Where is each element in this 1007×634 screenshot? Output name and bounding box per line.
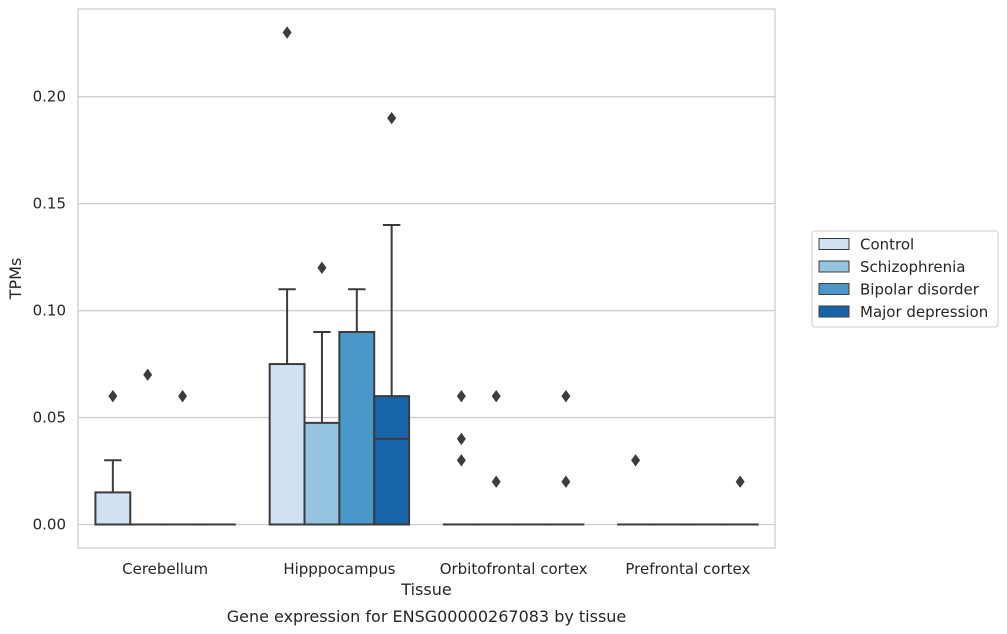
x-tick-labels: Cerebellum Hipppocampus Orbitofrontal cort…: [122, 560, 750, 578]
legend-label: Control: [860, 236, 914, 254]
y-tick-label: 0.00: [33, 515, 66, 533]
boxplot-box: [338, 288, 376, 526]
box-body: [338, 330, 376, 526]
outlier-point: [561, 475, 571, 488]
x-tick-label: Cerebellum: [122, 560, 208, 578]
box-group: [617, 454, 759, 526]
outlier-point: [735, 475, 745, 488]
outlier-point: [387, 111, 397, 125]
y-tick-label: 0.05: [33, 409, 66, 427]
legend-item: Control: [818, 236, 914, 254]
box-body: [373, 395, 411, 526]
box-group: [268, 26, 411, 526]
x-tick-label: Prefrontal cortex: [625, 560, 750, 578]
outlier-point: [317, 261, 327, 274]
box-group: [94, 368, 236, 526]
outlier-point: [178, 389, 188, 403]
y-axis-label: TPMs: [6, 258, 25, 301]
y-tick-label: 0.20: [33, 88, 66, 106]
outlier-point: [143, 368, 153, 381]
legend-frame: [811, 230, 999, 328]
x-axis-label: Tissue: [400, 580, 451, 599]
legend-label: Major depression: [860, 303, 988, 321]
outlier-point: [491, 389, 501, 403]
outlier-point: [561, 389, 571, 403]
legend-item: Bipolar disorder: [818, 281, 980, 299]
box-body: [303, 421, 341, 526]
boxplot-box: [547, 389, 585, 526]
boxplot-box: [268, 26, 306, 526]
box-groups: [94, 26, 759, 526]
x-tick-label: Hipppocampus: [283, 560, 395, 578]
chart-caption: Gene expression for ENSG00000267083 by t…: [227, 607, 627, 626]
legend: Control Schizophrenia Bipolar disorder Majo…: [811, 230, 999, 328]
legend-swatch: [818, 305, 850, 318]
y-tick-label: 0.10: [33, 302, 66, 320]
legend-swatch: [818, 283, 850, 295]
box-body: [268, 363, 306, 526]
outlier-point: [108, 389, 118, 403]
outlier-point: [456, 389, 466, 403]
plot-frame: [77, 8, 776, 549]
legend-label: Bipolar disorder: [860, 281, 980, 299]
outlier-point: [282, 26, 292, 39]
y-tick-label: 0.15: [33, 195, 66, 213]
legend-swatch: [818, 260, 850, 273]
legend-label: Schizophrenia: [860, 258, 965, 276]
outlier-point: [456, 432, 466, 446]
legend-swatch: [818, 238, 850, 250]
y-tick-labels: 0.00 0.05 0.10 0.15 0.20: [33, 88, 66, 534]
outlier-point: [456, 454, 466, 467]
outlier-point: [491, 475, 501, 488]
legend-item: Major depression: [818, 303, 988, 321]
box-group: [442, 389, 585, 526]
boxplot-box: [373, 111, 411, 526]
legend-item: Schizophrenia: [818, 258, 965, 276]
boxplot-box: [721, 475, 759, 526]
box-body: [94, 491, 132, 526]
x-tick-label: Orbitofrontal cortex: [440, 560, 588, 578]
boxplot-box: [94, 389, 132, 526]
outlier-point: [631, 454, 641, 467]
